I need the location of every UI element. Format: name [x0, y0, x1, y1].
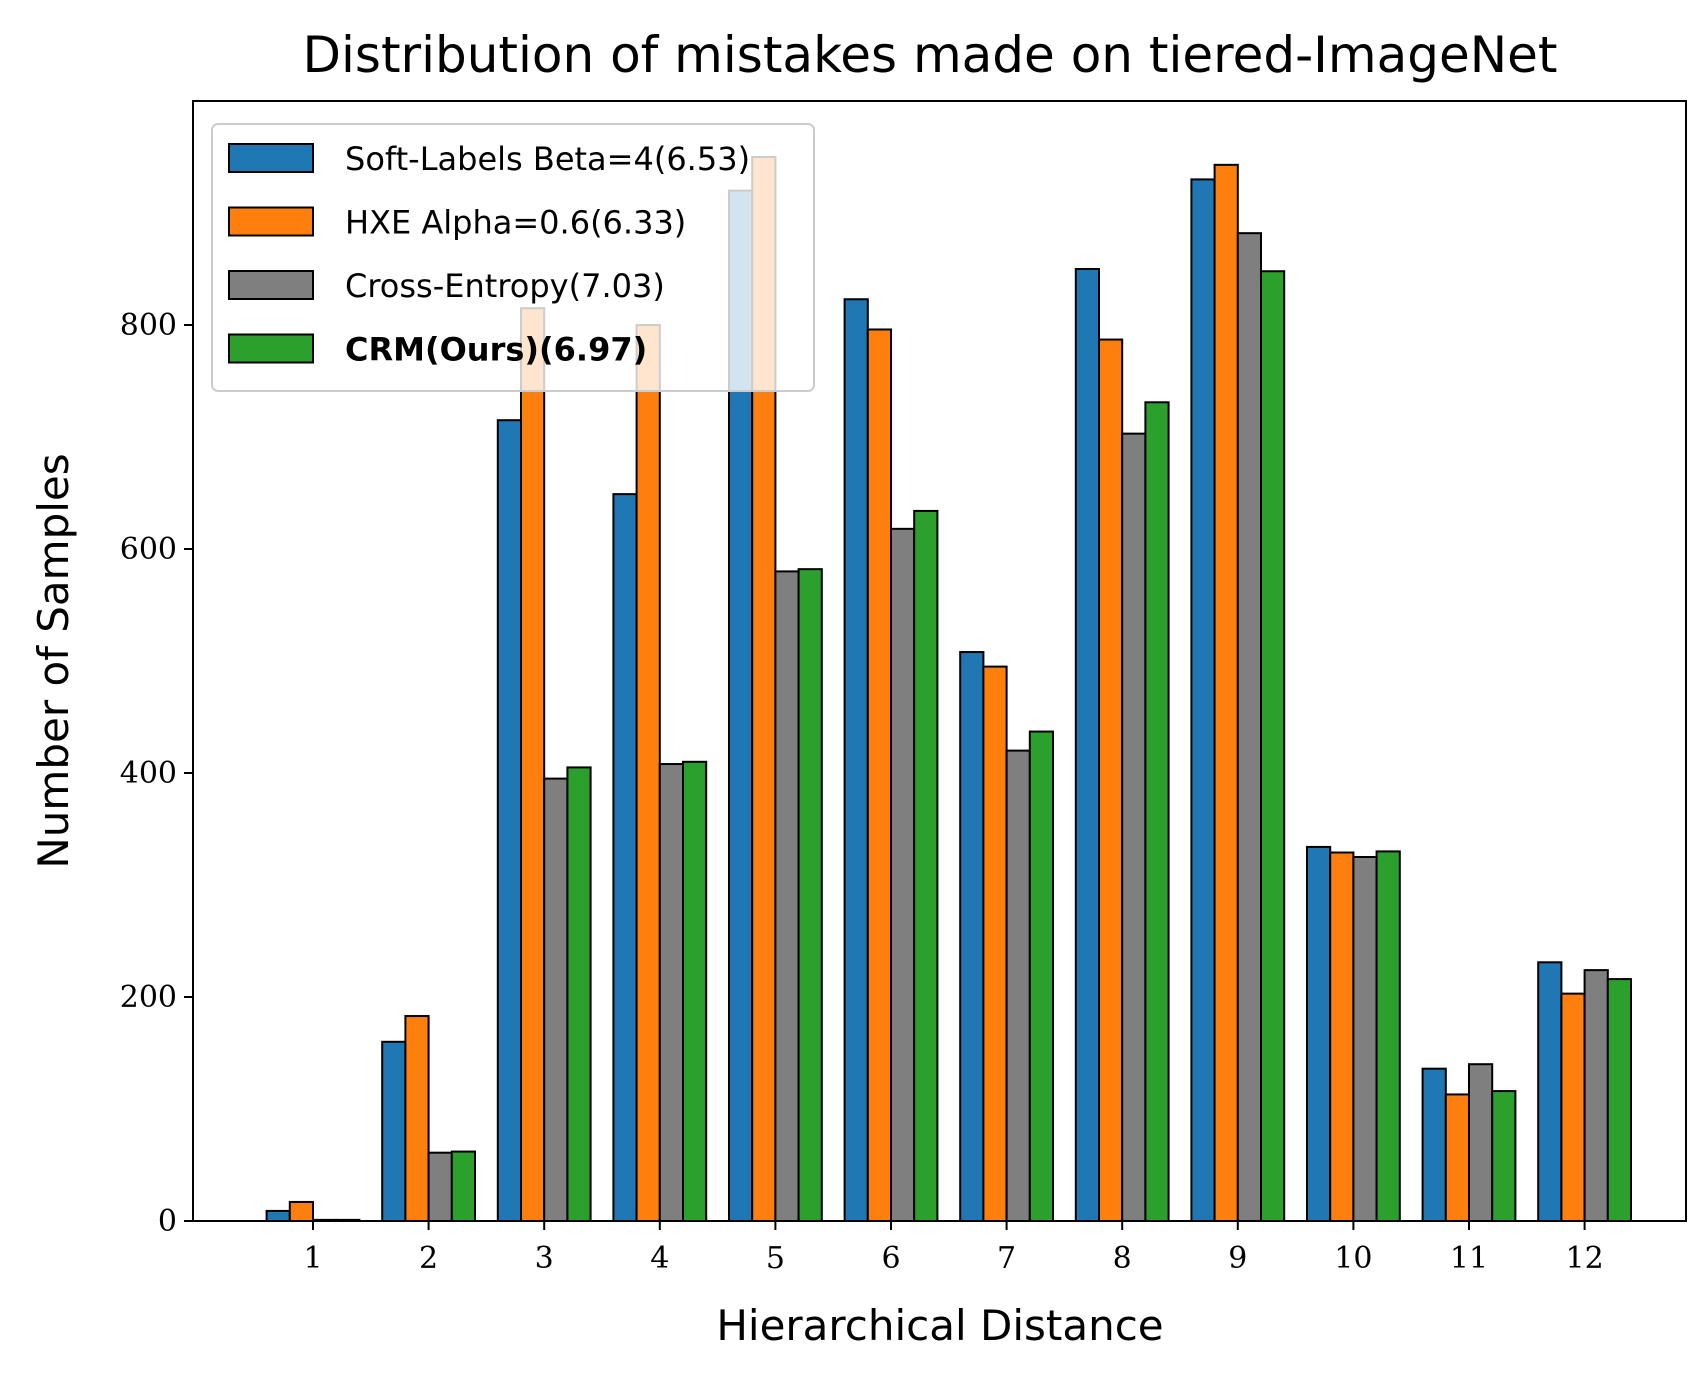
- legend-box: [211, 123, 815, 392]
- bar-4-series-0: [612, 493, 638, 1222]
- bar-2-series-1: [404, 1015, 430, 1222]
- bar-2-series-2: [427, 1151, 453, 1223]
- bar-5-series-3: [797, 568, 823, 1222]
- legend: Soft-Labels Beta=4(6.53) HXE Alpha=0.6(6.…: [211, 123, 815, 392]
- x-tick-label: 8: [1113, 1241, 1132, 1276]
- bar-6-series-3: [913, 509, 939, 1223]
- bar-11-series-0: [1421, 1067, 1447, 1223]
- x-tick-label: 7: [997, 1241, 1016, 1276]
- bar-10-series-3: [1375, 850, 1401, 1223]
- x-tick-label: 2: [419, 1241, 438, 1276]
- bar-2-series-0: [381, 1040, 407, 1223]
- y-tick-label: 200: [120, 980, 177, 1015]
- bar-1-series-1: [288, 1200, 314, 1222]
- legend-swatch: [228, 143, 314, 173]
- bar-10-series-1: [1329, 851, 1355, 1223]
- bar-7-series-0: [959, 651, 985, 1222]
- bar-8-series-1: [1098, 338, 1124, 1222]
- bar-11-series-1: [1444, 1093, 1471, 1222]
- bar-4-series-2: [658, 763, 684, 1222]
- x-tick-label: 12: [1566, 1241, 1604, 1276]
- y-tick-label: 0: [158, 1204, 177, 1239]
- legend-label: CRM(Ours)(6.97): [345, 331, 647, 369]
- bar-2-series-3: [450, 1150, 476, 1223]
- bar-10-series-0: [1306, 845, 1332, 1222]
- legend-label: HXE Alpha=0.6(6.33): [345, 204, 686, 242]
- bar-6-series-1: [866, 328, 892, 1223]
- y-tick-label: 400: [120, 756, 177, 791]
- bar-12-series-0: [1537, 961, 1563, 1223]
- plot-frame: [192, 100, 1687, 1222]
- bar-1-series-0: [265, 1209, 291, 1223]
- bar-3-series-1: [520, 307, 546, 1222]
- bar-12-series-1: [1560, 992, 1586, 1223]
- x-tick-label: 1: [303, 1241, 322, 1276]
- y-tick-label: 600: [120, 532, 177, 567]
- bar-10-series-2: [1352, 856, 1378, 1222]
- bar-9-series-2: [1236, 232, 1263, 1223]
- y-tick-label: 800: [120, 308, 177, 343]
- legend-swatch: [228, 206, 314, 237]
- legend-swatch: [228, 270, 314, 300]
- bar-11-series-2: [1468, 1063, 1494, 1222]
- bar-9-series-0: [1190, 178, 1216, 1222]
- bar-8-series-2: [1121, 432, 1147, 1222]
- x-axis-label: Hierarchical Distance: [716, 1301, 1163, 1350]
- bar-7-series-2: [1005, 749, 1031, 1222]
- bar-11-series-3: [1491, 1090, 1517, 1222]
- bar-7-series-1: [982, 665, 1008, 1222]
- legend-label: Soft-Labels Beta=4(6.53): [345, 140, 750, 178]
- legend-label: Cross-Entropy(7.03): [345, 267, 665, 305]
- bar-9-series-3: [1260, 270, 1286, 1222]
- bar-7-series-3: [1028, 730, 1055, 1222]
- x-tick-label: 9: [1228, 1241, 1247, 1276]
- bar-9-series-1: [1213, 163, 1239, 1223]
- bar-4-series-3: [682, 760, 708, 1222]
- x-tick-label: 11: [1450, 1241, 1488, 1276]
- bar-3-series-2: [543, 777, 569, 1222]
- x-tick-label: 6: [881, 1241, 900, 1276]
- bar-12-series-2: [1583, 969, 1609, 1222]
- bar-4-series-1: [635, 324, 661, 1222]
- bar-8-series-3: [1144, 401, 1170, 1222]
- y-axis-label: Number of Samples: [29, 453, 78, 868]
- bar-3-series-0: [496, 419, 522, 1222]
- x-tick-label: 3: [535, 1241, 554, 1276]
- bar-6-series-0: [843, 298, 869, 1222]
- x-tick-label: 5: [766, 1241, 785, 1276]
- bar-5-series-2: [774, 570, 800, 1222]
- bar-6-series-2: [890, 527, 916, 1222]
- x-tick-label: 4: [650, 1241, 669, 1276]
- legend-swatch: [228, 333, 314, 364]
- chart-title: Distribution of mistakes made on tiered-…: [303, 26, 1558, 84]
- bar-8-series-0: [1074, 268, 1101, 1222]
- x-tick-label: 10: [1334, 1241, 1372, 1276]
- bar-3-series-3: [566, 766, 592, 1223]
- bar-12-series-3: [1606, 978, 1633, 1223]
